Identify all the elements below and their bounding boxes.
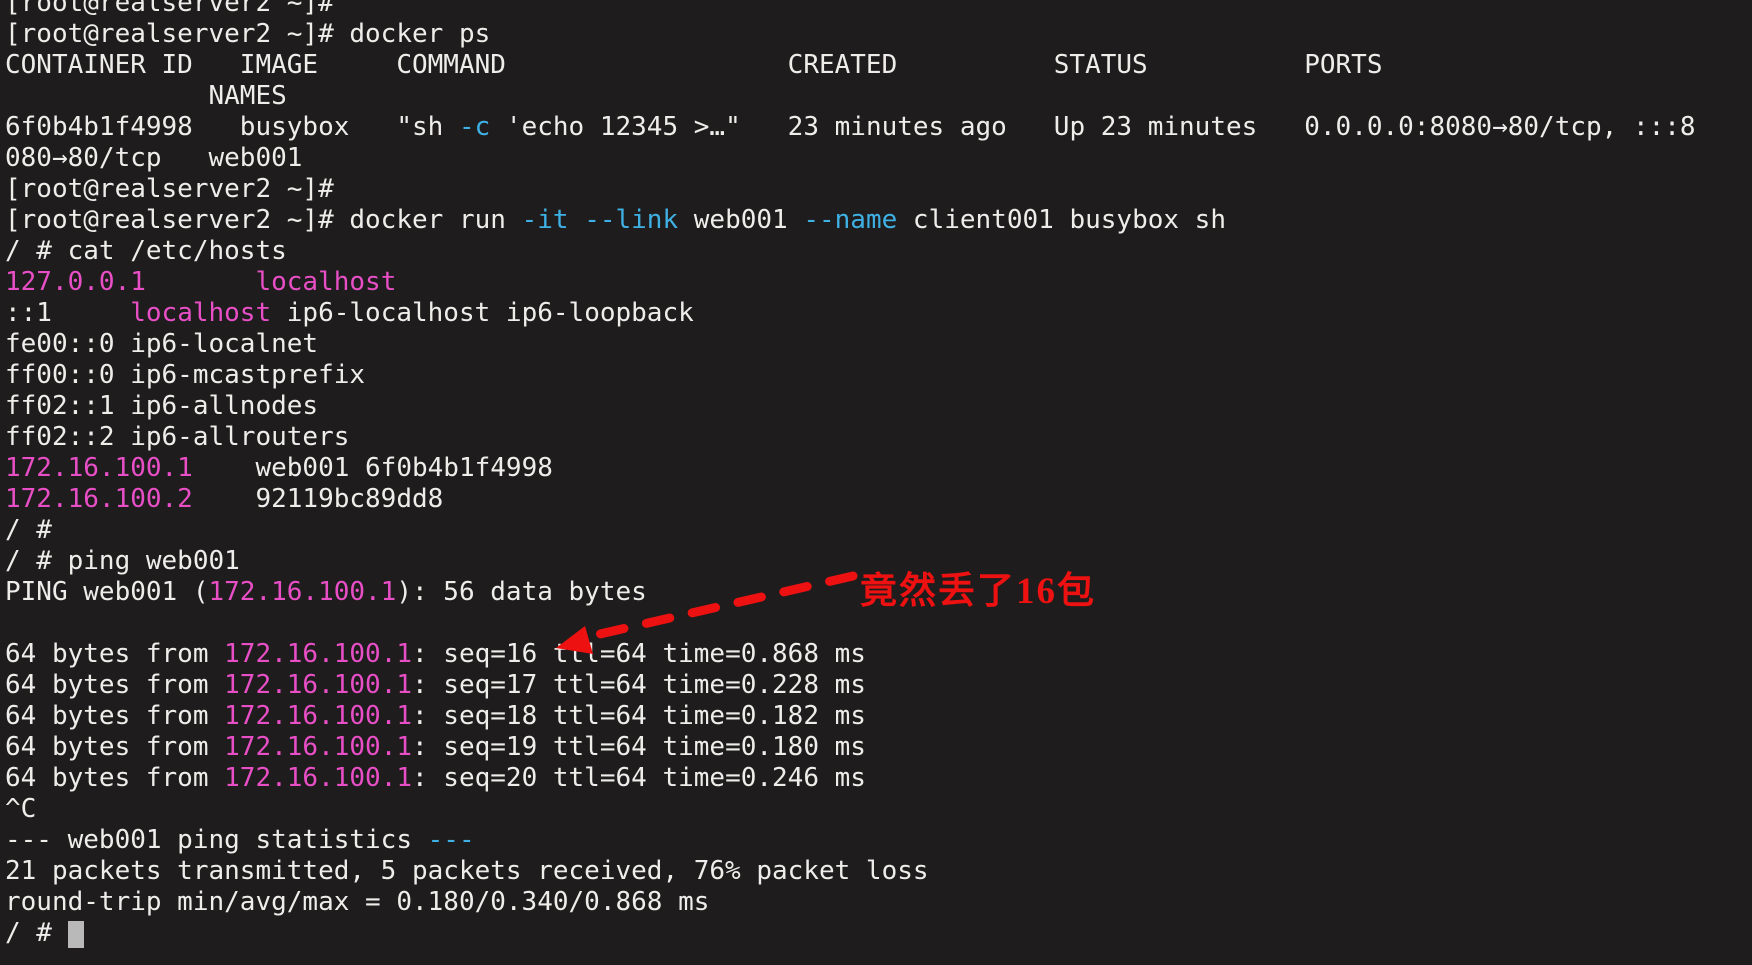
terminal-line: [root@realserver2 ~]# docker ps [5, 19, 491, 49]
terminal-output: [root@realserver2 ~]# [root@realserver2 ~… [5, 0, 1752, 949]
terminal-line: ::1 localhost ip6-localhost ip6-loopback [5, 298, 694, 328]
terminal-line: / # ping web001 [5, 546, 240, 576]
terminal-line: [root@realserver2 ~]# docker run -it --l… [5, 205, 1226, 235]
terminal-line: 172.16.100.2 92119bc89dd8 [5, 484, 444, 514]
terminal-line: 127.0.0.1 localhost [5, 267, 397, 297]
terminal-line: 64 bytes from 172.16.100.1: seq=16 ttl=6… [5, 639, 866, 669]
terminal-line: 64 bytes from 172.16.100.1: seq=17 ttl=6… [5, 670, 866, 700]
terminal-line: ff00::0 ip6-mcastprefix [5, 360, 366, 390]
terminal-line: 64 bytes from 172.16.100.1: seq=18 ttl=6… [5, 701, 866, 731]
terminal-line: 172.16.100.1 web001 6f0b4b1f4998 [5, 453, 553, 483]
terminal-line: 21 packets transmitted, 5 packets receiv… [5, 856, 929, 886]
terminal-line: NAMES [5, 81, 287, 111]
terminal-line: ff02::2 ip6-allrouters [5, 422, 350, 452]
terminal-line: --- web001 ping statistics --- [5, 825, 475, 855]
terminal-line: / # [5, 918, 1752, 949]
terminal-line: round-trip min/avg/max = 0.180/0.340/0.8… [5, 887, 710, 917]
annotation-text: 竟然丢了16包 [860, 571, 1096, 612]
terminal-line: 080→80/tcp web001 [5, 143, 303, 173]
terminal-line: ff02::1 ip6-allnodes [5, 391, 319, 421]
terminal-line: fe00::0 ip6-localnet [5, 329, 319, 359]
terminal-line: 64 bytes from 172.16.100.1: seq=20 ttl=6… [5, 763, 866, 793]
block-cursor [67, 921, 84, 948]
terminal-line: CONTAINER ID IMAGE COMMAND CREATED STATU… [5, 50, 1383, 80]
terminal-line: / # [5, 515, 52, 545]
terminal-line: [root@realserver2 ~]# [5, 0, 334, 18]
terminal-line: [root@realserver2 ~]# [5, 174, 334, 204]
terminal-line: ^C [5, 794, 37, 824]
terminal-line: / # cat /etc/hosts [5, 236, 287, 266]
terminal-line: 64 bytes from 172.16.100.1: seq=19 ttl=6… [5, 732, 866, 762]
terminal-line: 6f0b4b1f4998 busybox "sh -c 'echo 12345 … [5, 112, 1696, 142]
